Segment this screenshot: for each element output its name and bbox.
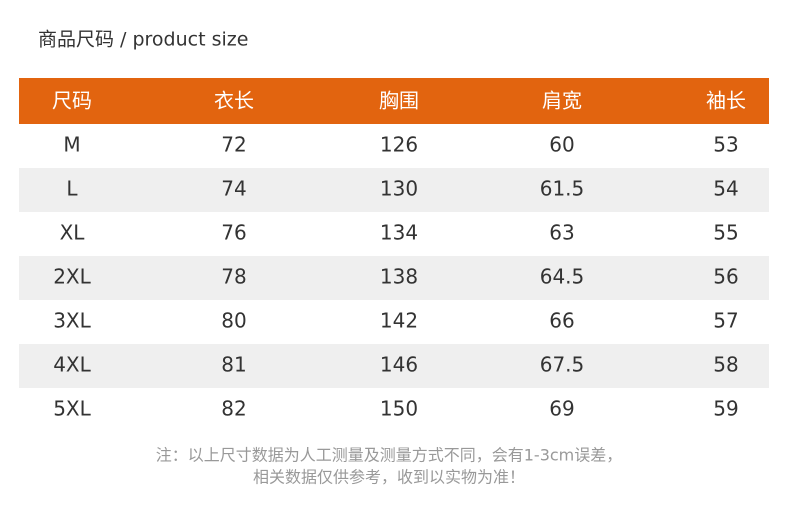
table-cell: 134 bbox=[380, 221, 418, 245]
table-cell: 138 bbox=[380, 265, 418, 289]
table-cell: 3XL bbox=[53, 309, 91, 333]
table-cell: 126 bbox=[380, 133, 418, 157]
table-cell: 78 bbox=[221, 265, 246, 289]
column-header: 尺码 bbox=[52, 89, 92, 113]
table-cell: 74 bbox=[221, 177, 246, 201]
table-cell: 59 bbox=[713, 397, 738, 421]
note: 注：以上尺寸数据为人工测量及测量方式不同，会有1-3cm误差， bbox=[156, 446, 623, 465]
column-header: 袖长 bbox=[706, 89, 746, 113]
table-cell: M bbox=[63, 133, 80, 157]
table-cell: 60 bbox=[549, 133, 574, 157]
table-cell: 2XL bbox=[53, 265, 91, 289]
table-cell: 64.5 bbox=[540, 265, 585, 289]
table-cell: 61.5 bbox=[540, 177, 585, 201]
table-cell: 76 bbox=[221, 221, 246, 245]
table-cell: 54 bbox=[713, 177, 738, 201]
table-cell: 81 bbox=[221, 353, 246, 377]
table-cell: 63 bbox=[549, 221, 574, 245]
note: 相关数据仅供参考，收到以实物为准！ bbox=[253, 468, 525, 487]
row-background bbox=[19, 344, 769, 388]
table-cell: 150 bbox=[380, 397, 418, 421]
table-cell: 69 bbox=[549, 397, 574, 421]
row-background bbox=[19, 256, 769, 300]
table-cell: 56 bbox=[713, 265, 738, 289]
title: 商品尺码 / product size bbox=[38, 29, 248, 51]
table-cell: 55 bbox=[713, 221, 738, 245]
table-cell: 57 bbox=[713, 309, 738, 333]
table-cell: L bbox=[66, 177, 78, 201]
header-bar bbox=[19, 78, 769, 124]
column-header: 胸围 bbox=[379, 89, 419, 113]
column-header: 肩宽 bbox=[542, 89, 582, 113]
row-background bbox=[19, 168, 769, 212]
table-cell: 5XL bbox=[53, 397, 91, 421]
table-cell: 130 bbox=[380, 177, 418, 201]
table-cell: 72 bbox=[221, 133, 246, 157]
table-cell: 67.5 bbox=[540, 353, 585, 377]
table-cell: 82 bbox=[221, 397, 246, 421]
table-cell: 66 bbox=[549, 309, 574, 333]
table-cell: 146 bbox=[380, 353, 418, 377]
table-cell: 4XL bbox=[53, 353, 91, 377]
table-cell: 80 bbox=[221, 309, 246, 333]
column-header: 衣长 bbox=[214, 89, 254, 113]
table-cell: XL bbox=[60, 221, 86, 245]
table-cell: 58 bbox=[713, 353, 738, 377]
table-cell: 53 bbox=[713, 133, 738, 157]
table-cell: 142 bbox=[380, 309, 418, 333]
